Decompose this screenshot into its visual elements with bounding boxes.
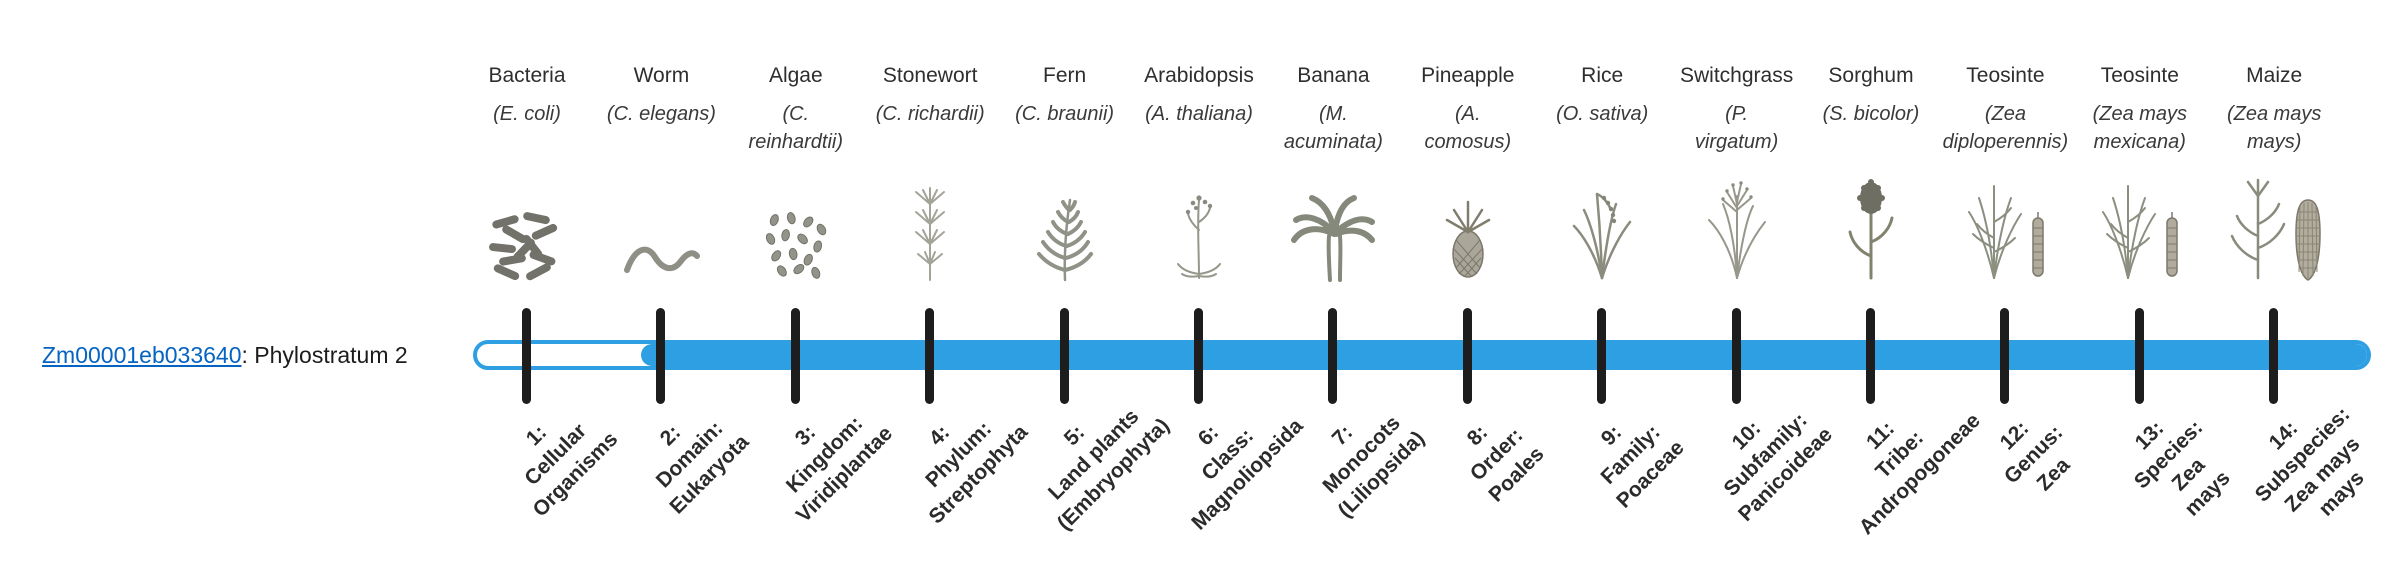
species-latin-name: (C. elegans): [606, 103, 716, 125]
stonewort-icon: [904, 182, 956, 282]
pineapple-icon: [1439, 184, 1497, 282]
phylostratum-tick: [1731, 308, 1741, 404]
algae-icon: [763, 210, 829, 282]
species-common-name: Teosinte: [1966, 64, 2045, 87]
species-illustration: [460, 168, 594, 282]
teosinte-ear-icon: [2162, 210, 2182, 282]
species-column: Algae (C. reinhardtii) 3: Kingdom: Virid…: [729, 0, 897, 580]
species-latin-name: (A. comosus): [1424, 103, 1512, 153]
species-latin-name: (C. reinhardtii): [748, 103, 844, 153]
phylostratum-tick: [1328, 308, 1338, 404]
species-column: Fern (C. braunii) 5: Land plants (Embryo…: [998, 0, 1173, 580]
species-illustration: [2073, 168, 2207, 282]
maize-plant-icon: [2226, 178, 2290, 282]
species-common-name: Worm: [633, 64, 690, 87]
species-column: Teosinte (Zea diploperennis) 12: Genus: …: [1938, 0, 2075, 580]
species-latin-name: (Zea mays mexicana): [2092, 103, 2188, 153]
species-common-name: Pineapple: [1421, 64, 1515, 87]
bacteria-icon: [487, 210, 567, 282]
species-common-name: Switchgrass: [1679, 64, 1794, 87]
teosinte-plant-icon: [1963, 178, 2025, 282]
gene-phylostratum-text: : Phylostratum 2: [241, 342, 408, 368]
species-common-name: Arabidopsis: [1144, 64, 1254, 87]
species-latin-name: (S. bicolor): [1822, 103, 1920, 125]
species-common-name: Banana: [1297, 64, 1370, 87]
species-illustration: [2207, 168, 2341, 282]
teosinte-ear-icon: [2028, 210, 2048, 282]
species-latin-name: (E. coli): [493, 103, 561, 125]
species-column: Stonewort (C. richardii) 4: Phylum: Stre…: [863, 0, 1033, 580]
species-illustration: [998, 168, 1132, 282]
phylostratum-tick: [1059, 308, 1069, 404]
phylostratum-tick: [2134, 308, 2144, 404]
species-column: Rice (O. sativa) 9: Family: Poaceae: [1535, 0, 1689, 580]
species-common-name: Fern: [1043, 64, 1087, 87]
rice-icon: [1566, 182, 1638, 282]
species-column: Worm (C. elegans) 2: Domain: Eukaryota: [594, 0, 754, 580]
gene-label: Zm00001eb033640: Phylostratum 2: [42, 342, 408, 369]
species-illustration: [1535, 168, 1669, 282]
species-illustration: [1401, 168, 1535, 282]
maize-ear-icon: [2293, 198, 2323, 282]
species-common-name: Rice: [1581, 64, 1624, 87]
worm-icon: [620, 228, 702, 282]
species-column: Teosinte (Zea mays mexicana) 13: Species…: [2073, 0, 2235, 580]
phylostratum-tick-label: 14: Subspecies: Zea mays mays: [2251, 402, 2369, 521]
species-common-name: Algae: [768, 64, 823, 87]
phylostratum-tick: [1194, 308, 1203, 404]
species-illustration: [594, 168, 728, 282]
species-common-name: Sorghum: [1828, 64, 1914, 87]
gene-link[interactable]: Zm00001eb033640: [42, 342, 242, 368]
phylostratum-tick: [925, 308, 935, 404]
phylostratum-tick: [2000, 308, 2010, 404]
species-column: Maize (Zea mays mays) 14: Subspecies: Ze…: [2207, 0, 2369, 580]
species-illustration: [1804, 168, 1938, 282]
species-latin-name: (C. braunii): [1015, 103, 1115, 125]
species-illustration: [729, 168, 863, 282]
phylostratum-tick: [790, 308, 800, 404]
species-column: Arabidopsis (A. thaliana) 6: Class: Magn…: [1132, 0, 1307, 580]
species-latin-name: (Zea diploperennis): [1942, 103, 2069, 153]
phylostratum-tick: [2269, 308, 2279, 404]
species-latin-name: (O. sativa): [1556, 103, 1649, 125]
species-latin-name: (P. virgatum): [1694, 103, 1779, 153]
species-column: Pineapple (A. comosus) 8: Order: Poales: [1401, 0, 1548, 580]
species-latin-name: (Zea mays mays): [2226, 103, 2322, 153]
phylostratum-tick: [1866, 308, 1875, 404]
species-column: Banana (M. acuminata) 7: Monocots (Lilio…: [1266, 0, 1429, 580]
species-column: Switchgrass (P. virgatum) 10: Subfamily:…: [1670, 0, 1836, 580]
arabidopsis-icon: [1168, 186, 1230, 282]
phylostratum-bar: [473, 340, 2371, 370]
species-illustration: [1132, 168, 1266, 282]
species-column: Bacteria (E. coli) 1: Cellular Organisms: [460, 0, 622, 580]
species-common-name: Teosinte: [2100, 64, 2179, 87]
banana-icon: [1290, 182, 1376, 282]
species-illustration: [863, 168, 997, 282]
species-illustration: [1670, 168, 1804, 282]
teosinte-plant-icon: [2097, 178, 2159, 282]
species-column: Sorghum (S. bicolor) 11: Tribe: Andropog…: [1804, 0, 1985, 580]
fern-icon: [1025, 190, 1105, 282]
species-common-name: Stonewort: [882, 64, 978, 87]
phylostratum-bar-fill: [641, 344, 2367, 366]
species-latin-name: (M. acuminata): [1283, 103, 1383, 153]
phylostratum-tick: [522, 308, 531, 404]
phylostratum-tick: [1597, 308, 1607, 404]
species-illustration: [1938, 168, 2072, 282]
species-latin-name: (C. richardii): [875, 103, 985, 125]
switchgrass-icon: [1697, 178, 1777, 282]
species-common-name: Maize: [2246, 64, 2303, 87]
sorghum-icon: [1842, 178, 1900, 282]
phylostratum-tick: [1462, 308, 1472, 404]
species-common-name: Bacteria: [488, 64, 566, 87]
phylostratum-tick: [656, 308, 666, 404]
species-latin-name: (A. thaliana): [1145, 103, 1253, 125]
species-illustration: [1266, 168, 1400, 282]
